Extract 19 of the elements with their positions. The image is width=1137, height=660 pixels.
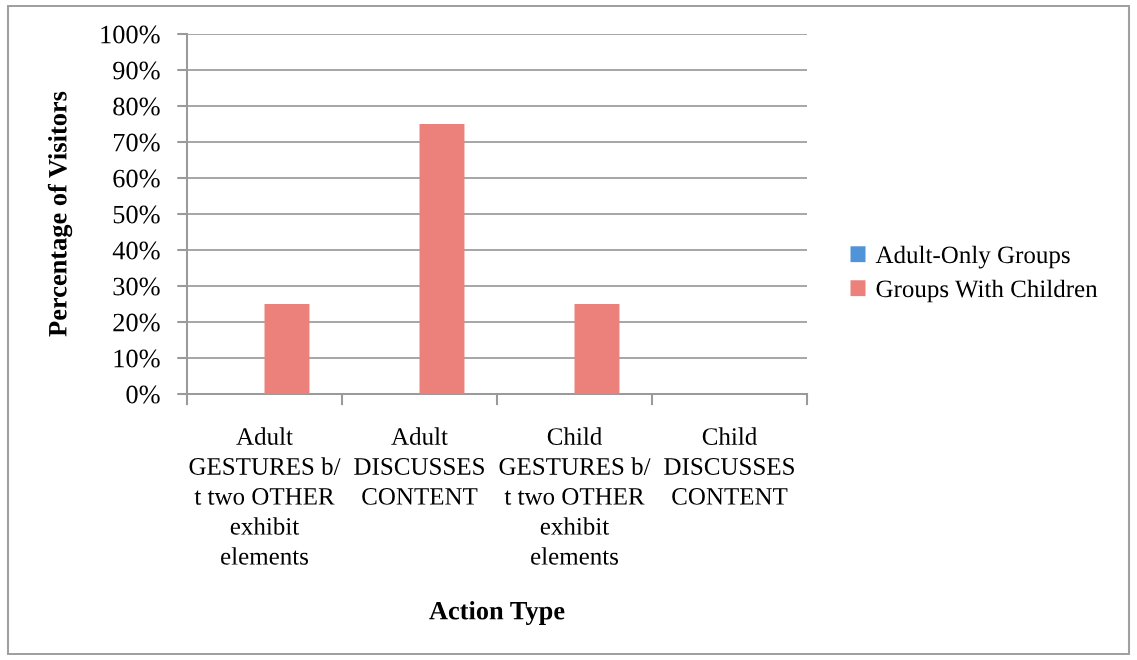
y-tick-label: 80% — [113, 97, 160, 116]
y-tick-label: 50% — [113, 205, 160, 224]
x-axis-title: Action Type — [429, 601, 565, 625]
legend-label: Groups With Children — [876, 279, 1098, 303]
y-tick-label: 70% — [113, 133, 160, 152]
y-tick-label: 20% — [113, 313, 160, 332]
y-axis-title: Percentage of Visitors — [47, 91, 73, 337]
y-tick-label: 0% — [126, 385, 160, 404]
y-tick-label: 60% — [113, 169, 160, 188]
legend-label: Adult-Only Groups — [875, 245, 1070, 269]
y-tick-label: 90% — [113, 61, 160, 80]
x-tick-label: Adult DISCUSSES CONTENT — [354, 427, 484, 505]
y-tick-label: 100% — [101, 25, 160, 44]
y-tick-label: 30% — [113, 277, 160, 296]
x-tick-label: Adult GESTURES b/ t two OTHER exhibit elements — [189, 427, 341, 565]
x-tick-label: Child GESTURES b/ t two OTHER exhibit elements — [499, 427, 651, 565]
x-tick-label: Child DISCUSSES CONTENT — [664, 427, 794, 505]
y-tick-label: 10% — [114, 349, 160, 368]
y-tick-label: 40% — [112, 241, 160, 260]
